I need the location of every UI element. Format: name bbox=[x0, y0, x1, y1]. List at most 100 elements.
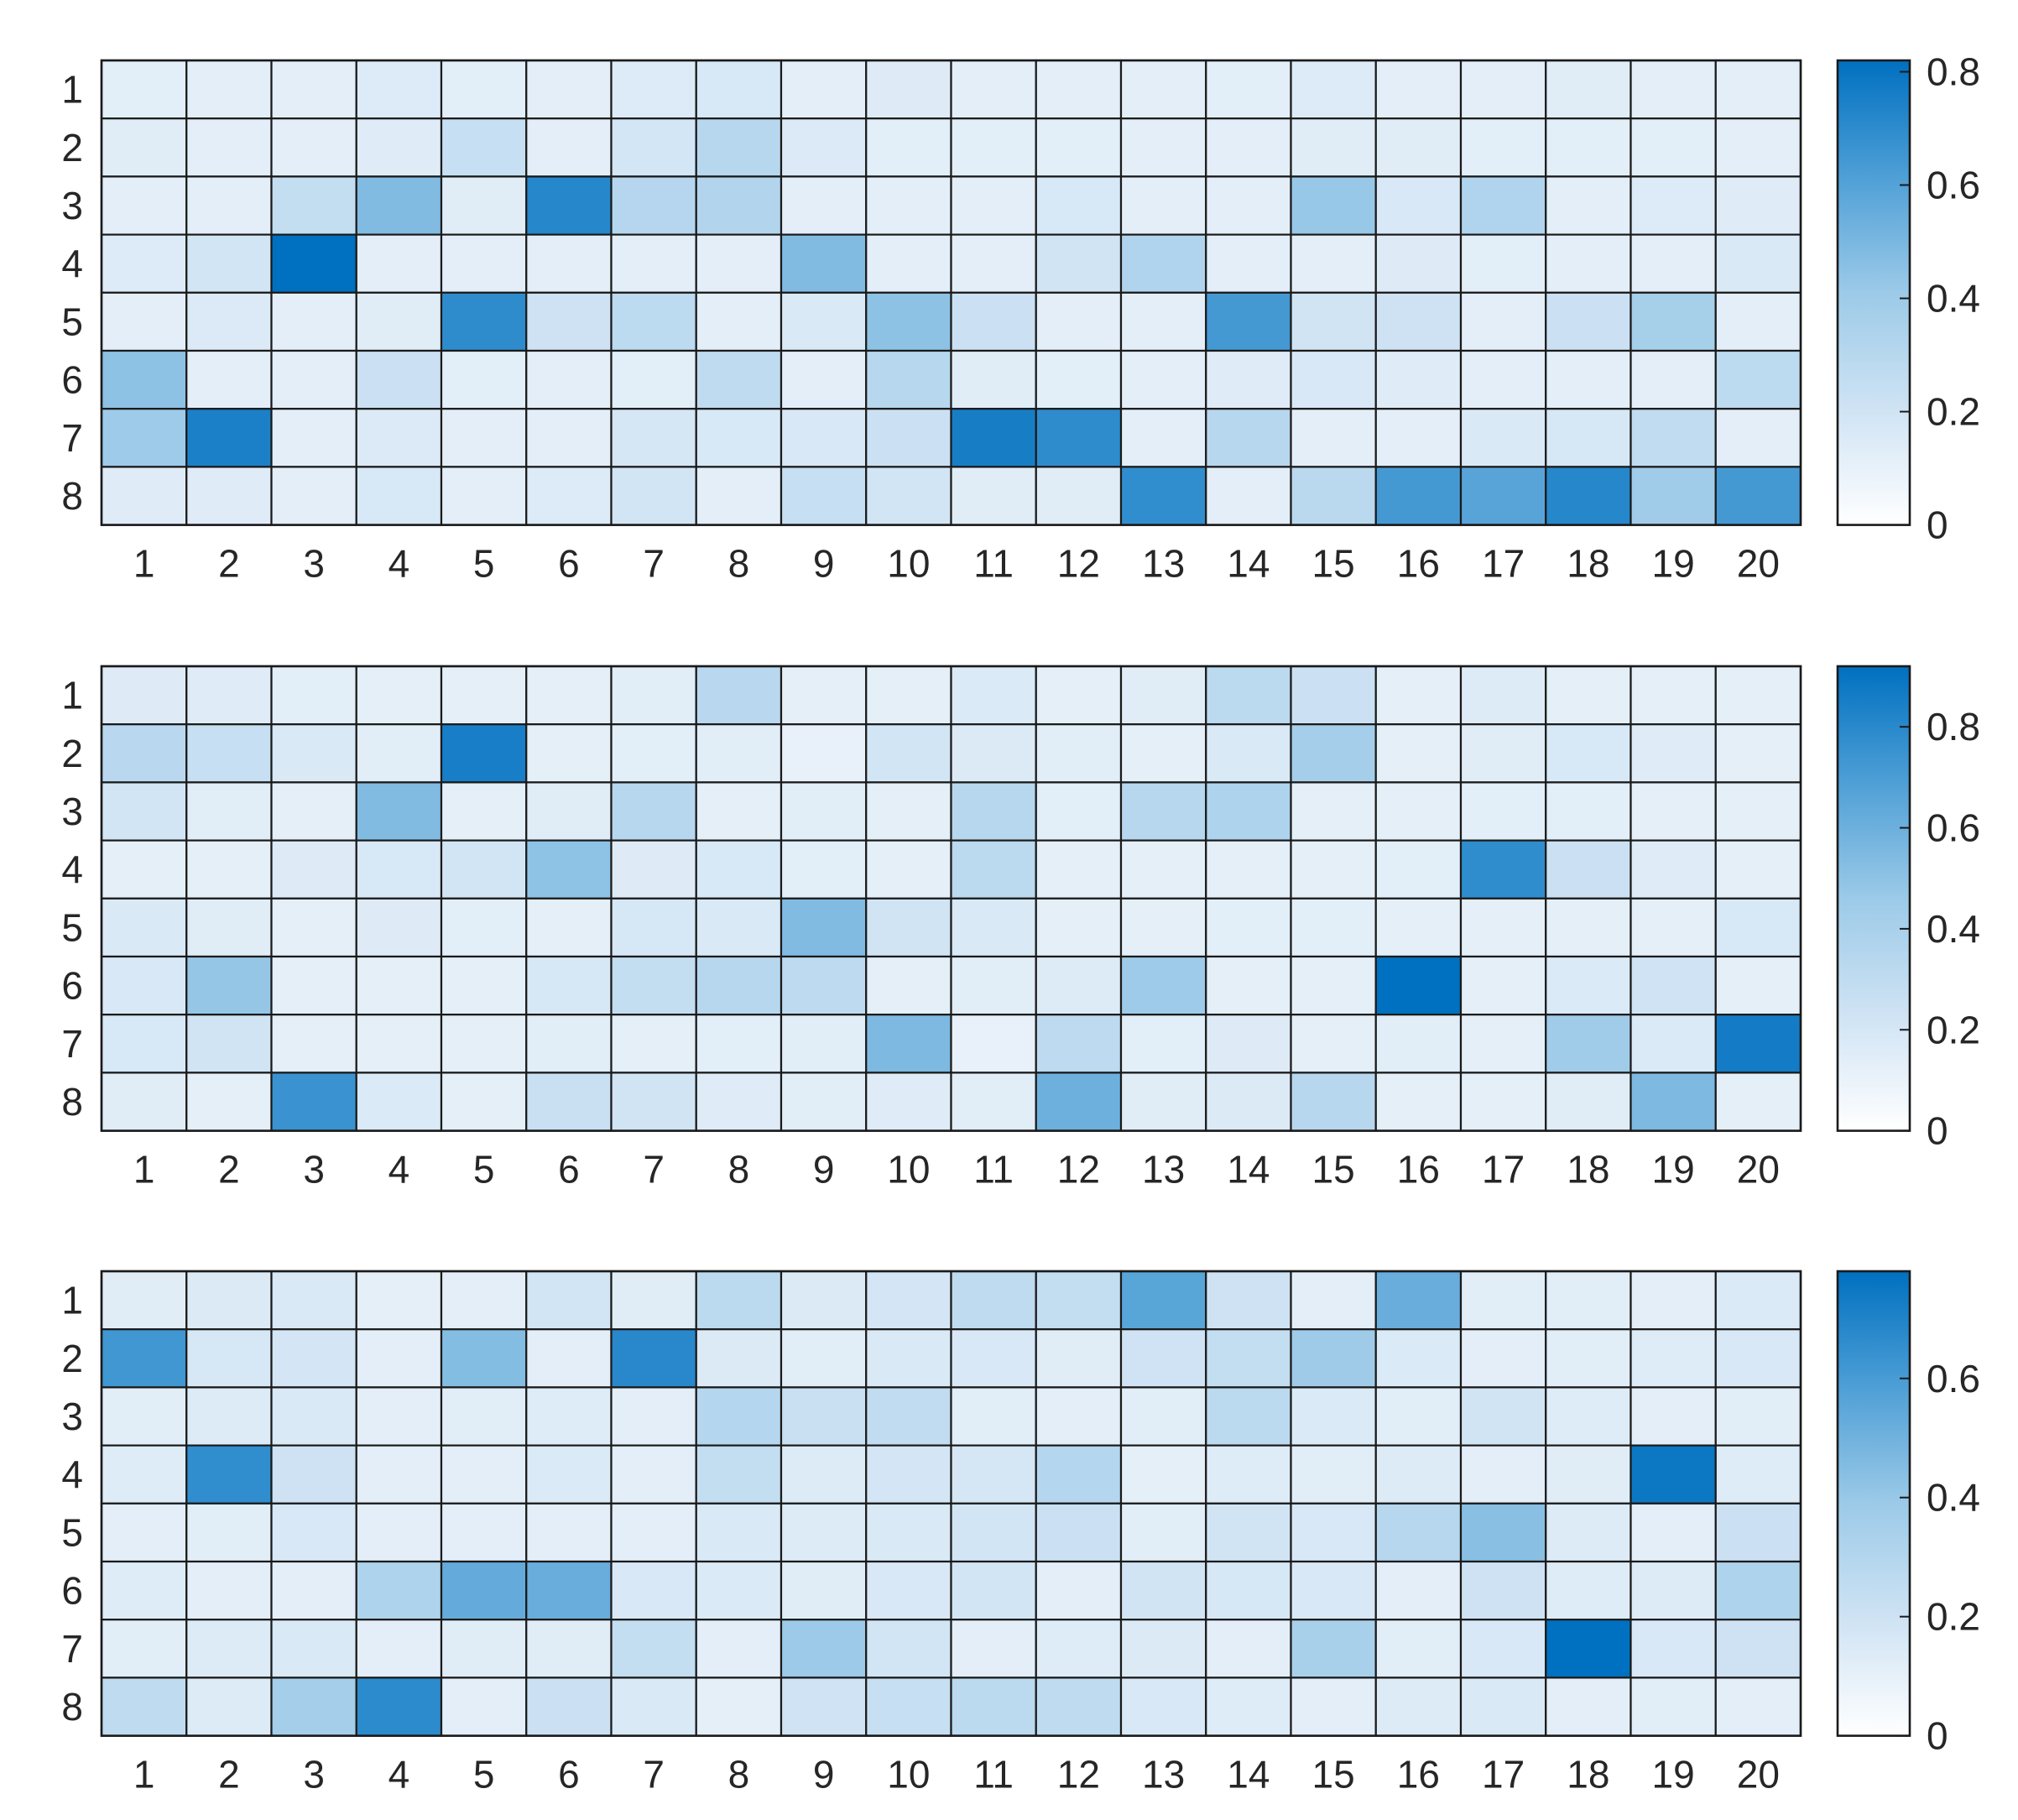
y-tick-label: 7 bbox=[61, 416, 83, 460]
heatmap-cell bbox=[695, 349, 783, 410]
heatmap-cell bbox=[185, 1677, 273, 1737]
heatmap-cell bbox=[1035, 1677, 1123, 1737]
heatmap-cell bbox=[610, 1270, 697, 1331]
heatmap-cell bbox=[100, 175, 188, 236]
heatmap-cell bbox=[610, 955, 697, 1016]
heatmap-cell bbox=[950, 117, 1037, 178]
heatmap-cell bbox=[1374, 1386, 1463, 1447]
y-tick-label: 4 bbox=[61, 1452, 83, 1496]
colorbar-tick-label: 0.2 bbox=[1927, 1595, 1980, 1639]
heatmap-cell bbox=[780, 408, 868, 468]
heatmap-cell bbox=[950, 1444, 1037, 1504]
heatmap-cell bbox=[1630, 897, 1717, 958]
heatmap-cell bbox=[695, 466, 783, 526]
y-tick-label: 5 bbox=[61, 1510, 83, 1554]
heatmap-cell bbox=[1119, 1502, 1207, 1563]
y-tick-label: 8 bbox=[61, 474, 83, 518]
heatmap-cell bbox=[695, 1444, 783, 1504]
heatmap-cell bbox=[1205, 466, 1292, 526]
heatmap-cell bbox=[780, 1270, 868, 1331]
heatmap-cell bbox=[1119, 291, 1207, 352]
heatmap-cell bbox=[1714, 349, 1802, 410]
colorbar-tick-label: 0.4 bbox=[1927, 1476, 1980, 1520]
heatmap-cell bbox=[270, 408, 357, 468]
heatmap-cell bbox=[610, 781, 697, 842]
heatmap-cell bbox=[355, 897, 443, 958]
heatmap-cell bbox=[440, 723, 528, 784]
heatmap-cell bbox=[1374, 665, 1463, 726]
heatmap-cell bbox=[1459, 349, 1547, 410]
heatmap-cell bbox=[780, 955, 868, 1016]
heatmap-cell bbox=[695, 1386, 783, 1447]
heatmap-cell bbox=[1290, 1502, 1377, 1563]
heatmap-cell bbox=[185, 897, 273, 958]
heatmap-cell bbox=[1205, 1560, 1292, 1621]
heatmap-cell bbox=[695, 839, 783, 900]
heatmap-cell bbox=[1205, 291, 1292, 352]
heatmap-cell bbox=[355, 1619, 443, 1679]
x-tick-label: 11 bbox=[973, 542, 1014, 586]
heatmap-cell bbox=[950, 1502, 1037, 1563]
x-tick-label: 10 bbox=[887, 1753, 930, 1797]
heatmap-cell bbox=[865, 233, 952, 294]
heatmap-cell bbox=[950, 955, 1037, 1016]
heatmap-cell bbox=[610, 466, 697, 526]
heatmap-cell bbox=[780, 291, 868, 352]
x-tick-label: 3 bbox=[303, 1753, 325, 1797]
heatmap-cell bbox=[1459, 1444, 1547, 1504]
heatmap-cell bbox=[270, 665, 357, 726]
heatmap-cell bbox=[865, 1270, 952, 1331]
heatmap-cell bbox=[1714, 291, 1802, 352]
heatmap-cell bbox=[1374, 955, 1463, 1016]
heatmap-cell bbox=[780, 839, 868, 900]
heatmap-cell bbox=[355, 466, 443, 526]
heatmap-cell bbox=[1459, 291, 1547, 352]
heatmap-cell bbox=[185, 1328, 273, 1389]
heatmap-cell bbox=[270, 233, 357, 294]
y-tick-label: 4 bbox=[61, 847, 83, 891]
heatmap-cell bbox=[1545, 466, 1632, 526]
heatmap-cell bbox=[1545, 1619, 1632, 1679]
heatmap-cell bbox=[440, 1328, 528, 1389]
heatmap-cell bbox=[1630, 59, 1717, 120]
heatmap-cell bbox=[1374, 1502, 1463, 1563]
heatmap-cell bbox=[1714, 1270, 1802, 1331]
heatmap-cell bbox=[1630, 175, 1717, 236]
heatmap-cell bbox=[525, 175, 613, 236]
heatmap-cell bbox=[1119, 233, 1207, 294]
heatmap-cell bbox=[1374, 291, 1463, 352]
heatmap-cell bbox=[695, 233, 783, 294]
heatmap-cell bbox=[1374, 1560, 1463, 1621]
heatmap-cell bbox=[525, 1619, 613, 1679]
heatmap-cell bbox=[950, 291, 1037, 352]
heatmap-cell bbox=[865, 1328, 952, 1389]
heatmap-cell bbox=[865, 723, 952, 784]
heatmap-cell bbox=[525, 117, 613, 178]
heatmap-cell bbox=[695, 1328, 783, 1389]
heatmap-cell bbox=[695, 897, 783, 958]
heatmap-cell bbox=[440, 1444, 528, 1504]
x-tick-label: 17 bbox=[1482, 1753, 1525, 1797]
heatmap-cell bbox=[100, 781, 188, 842]
heatmap-cell bbox=[185, 1072, 273, 1132]
heatmap-cell bbox=[780, 723, 868, 784]
heatmap-cell bbox=[1714, 1014, 1802, 1074]
colorbar-tick-label: 0.4 bbox=[1927, 907, 1980, 951]
heatmap-cell bbox=[1290, 1444, 1377, 1504]
heatmap-cell bbox=[1035, 665, 1123, 726]
x-tick-label: 18 bbox=[1567, 542, 1609, 586]
heatmap-cell bbox=[1119, 781, 1207, 842]
heatmap-cell bbox=[1459, 1072, 1547, 1132]
x-tick-label: 13 bbox=[1142, 1753, 1185, 1797]
heatmap-cell bbox=[270, 1072, 357, 1132]
heatmap-cell bbox=[865, 781, 952, 842]
heatmap-cell bbox=[185, 1619, 273, 1679]
heatmap-cell bbox=[1630, 233, 1717, 294]
heatmap-cell bbox=[1374, 1619, 1463, 1679]
heatmap-cell bbox=[355, 1270, 443, 1331]
heatmap-cell bbox=[1205, 1444, 1292, 1504]
heatmap-cell bbox=[1545, 1502, 1632, 1563]
heatmap-cell bbox=[185, 1270, 273, 1331]
heatmap-cell bbox=[695, 291, 783, 352]
heatmap-cell bbox=[1459, 839, 1547, 900]
